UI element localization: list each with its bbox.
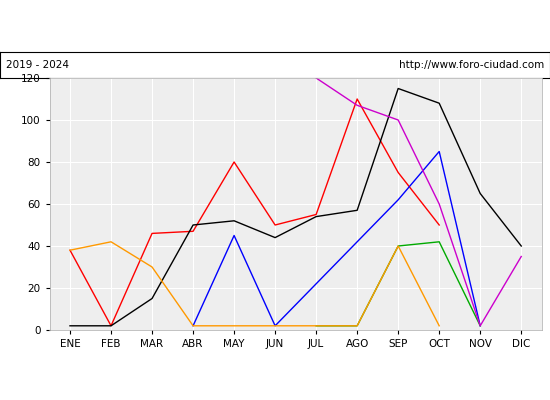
- Text: http://www.foro-ciudad.com: http://www.foro-ciudad.com: [399, 60, 544, 70]
- Text: 2019 - 2024: 2019 - 2024: [6, 60, 69, 70]
- Text: Evolucion Nº Turistas Extranjeros en el municipio de Grañón: Evolucion Nº Turistas Extranjeros en el …: [75, 28, 475, 40]
